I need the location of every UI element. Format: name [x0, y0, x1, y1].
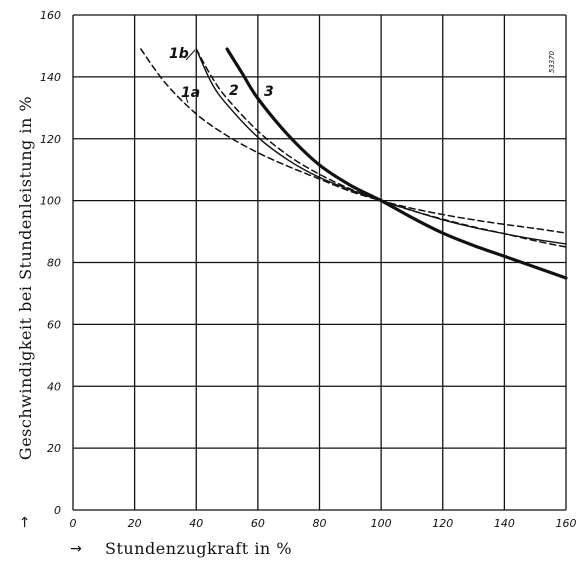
- x-tick-label: 40: [189, 517, 203, 530]
- grid: [72, 14, 567, 511]
- y-tick-label: 100: [40, 195, 61, 208]
- series-label-3: 3: [264, 84, 274, 100]
- y-tick-label: 60: [47, 318, 61, 331]
- x-tick-label: 20: [128, 517, 142, 530]
- y-tick-label: 120: [40, 133, 61, 146]
- series-label-2: 2: [229, 83, 239, 99]
- x-axis-title: Stundenzugkraft in %: [105, 539, 292, 558]
- x-tick-label: 80: [313, 517, 327, 530]
- series-label-1b: 1b: [169, 46, 189, 62]
- x-tick-label: 100: [371, 517, 392, 530]
- label-leader-1b: [185, 49, 196, 61]
- y-tick-label: 160: [40, 9, 61, 22]
- y-axis-title: Geschwindigkeit bei Stundenleistung in %: [16, 96, 35, 460]
- series-line-2: [195, 48, 567, 245]
- x-tick-label: 60: [251, 517, 265, 530]
- x-tick-label: 160: [556, 517, 577, 530]
- y-tick-label: 20: [47, 442, 61, 455]
- tick-labels: 0 20 40 60 80 100 120 140 160 0 20 40 60 80 100 120 140 1…: [40, 9, 577, 530]
- y-axis-arrow: →: [17, 516, 33, 528]
- series-label-1a: 1a: [181, 85, 200, 101]
- x-tick-label: 120: [432, 517, 453, 530]
- y-tick-label: 0: [54, 504, 61, 517]
- series-line-3: [225, 47, 568, 280]
- x-tick-label: 0: [70, 517, 77, 530]
- series-lines: [140, 47, 568, 280]
- label-leader-1a: [185, 96, 189, 104]
- x-axis-arrow: →: [70, 541, 82, 557]
- y-tick-label: 80: [47, 257, 61, 270]
- y-tick-label: 140: [40, 71, 61, 84]
- series-labels: 1a 1b 2 3: [169, 46, 274, 104]
- y-tick-label: 40: [47, 380, 61, 393]
- x-tick-label: 140: [494, 517, 515, 530]
- figure-code: 53370: [548, 50, 556, 73]
